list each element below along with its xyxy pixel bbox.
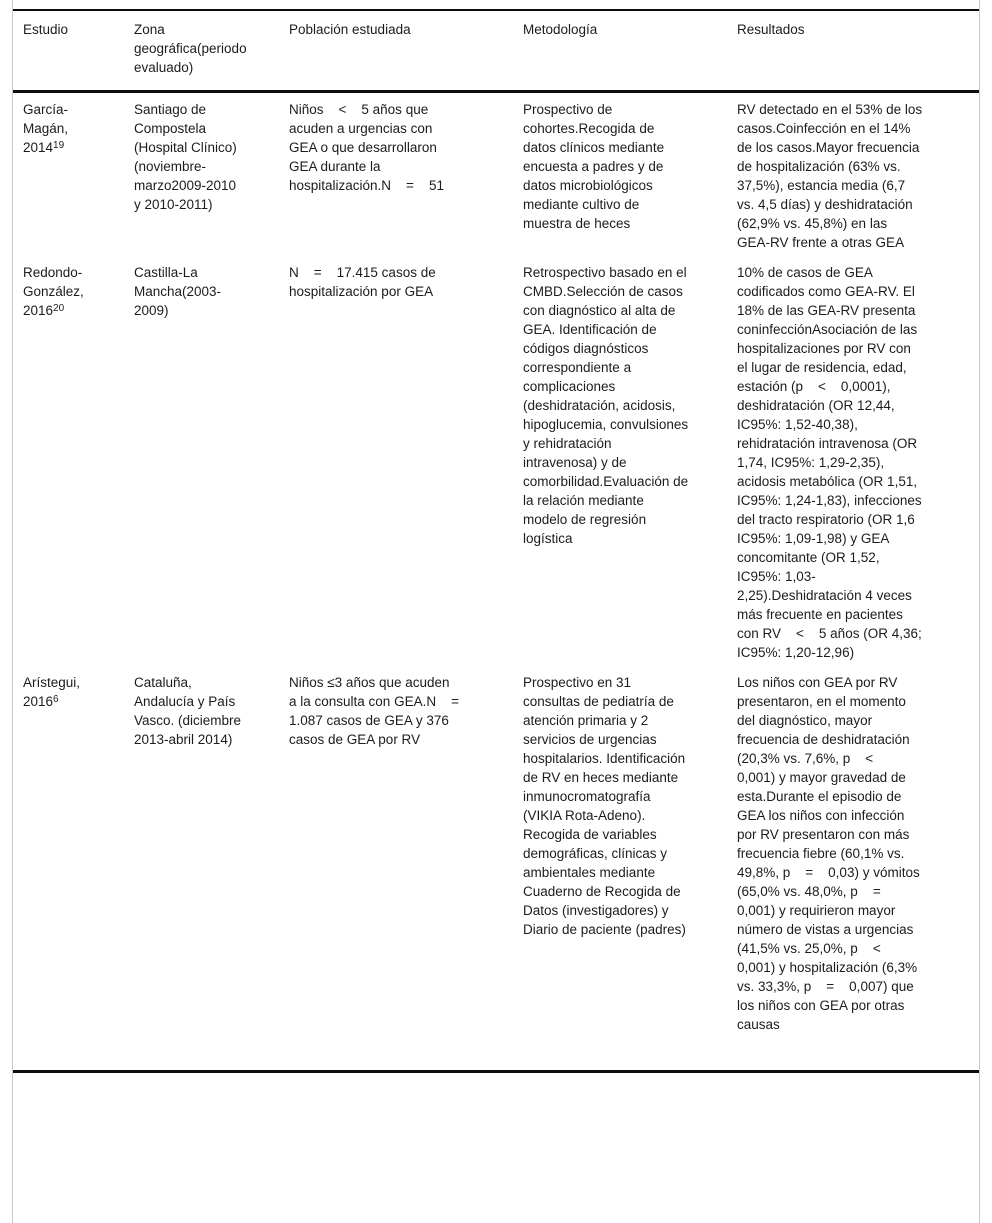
column-header-zona-geografica: Zona geográfica(periodo evaluado): [124, 10, 279, 93]
column-header-label: Estudio: [23, 22, 69, 37]
cell-metodologia: Prospectivo de cohortes.Recogida de dato…: [513, 92, 727, 257]
cell-poblacion-estudiada: N = 17.415 casos de hospitalización por …: [279, 256, 513, 666]
study-name: García-Magán, 201419: [23, 100, 103, 157]
metodologia-text: Prospectivo de cohortes.Recogida de dato…: [523, 102, 668, 231]
column-header-label: Zona geográfica(periodo evaluado): [134, 22, 251, 75]
column-header-poblacion-estudiada: Población estudiada: [279, 10, 513, 93]
study-name-text: García-Magán, 2014: [23, 102, 72, 155]
table-body: García-Magán, 201419 Santiago de Compost…: [13, 92, 979, 1072]
metodologia-text: Prospectivo en 31 consultas de pediatría…: [523, 675, 689, 937]
table-row-redondo-gonzalez: Redondo-González, 201620 Castilla-La Man…: [13, 256, 979, 666]
column-header-metodologia: Metodología: [513, 10, 727, 93]
poblacion-text: Niños < 5 años que acuden a urgencias co…: [289, 102, 444, 193]
study-name: Redondo-González, 201620: [23, 263, 103, 320]
column-header-label: Metodología: [523, 22, 598, 37]
resultados-text: 10% de casos de GEA codificados como GEA…: [737, 265, 926, 660]
reference-superscript: 20: [53, 302, 65, 314]
cell-zona-geografica: Castilla-La Mancha(2003-2009): [124, 256, 279, 666]
column-header-resultados: Resultados: [727, 10, 979, 93]
zona-text: Santiago de Compostela (Hospital Clínico…: [134, 102, 241, 212]
cell-zona-geografica: Santiago de Compostela (Hospital Clínico…: [124, 92, 279, 257]
cell-estudio: Redondo-González, 201620: [13, 256, 124, 666]
cell-metodologia: Retrospectivo basado en el CMBD.Selecció…: [513, 256, 727, 666]
table-frame: Estudio Zona geográfica(periodo evaluado…: [12, 0, 980, 1223]
table-header: Estudio Zona geográfica(periodo evaluado…: [13, 10, 979, 93]
cell-zona-geografica: Cataluña, Andalucía y País Vasco. (dicie…: [124, 666, 279, 1072]
resultados-text: Los niños con GEA por RV presentaron, en…: [737, 675, 924, 1032]
table-row-aristegui: Arístegui, 20166 Cataluña, Andalucía y P…: [13, 666, 979, 1072]
cell-resultados: RV detectado en el 53% de los casos.Coin…: [727, 92, 979, 257]
metodologia-text: Retrospectivo basado en el CMBD.Selecció…: [523, 265, 692, 546]
column-header-estudio: Estudio: [13, 10, 124, 93]
cell-resultados: Los niños con GEA por RV presentaron, en…: [727, 666, 979, 1072]
studies-comparison-table: Estudio Zona geográfica(periodo evaluado…: [13, 9, 979, 1073]
cell-estudio: García-Magán, 201419: [13, 92, 124, 257]
cell-poblacion-estudiada: Niños ≤3 años que acuden a la consulta c…: [279, 666, 513, 1072]
study-name-text: Arístegui, 2016: [23, 675, 84, 709]
poblacion-text: Niños ≤3 años que acuden a la consulta c…: [289, 675, 474, 747]
header-row: Estudio Zona geográfica(periodo evaluado…: [13, 10, 979, 93]
reference-superscript: 19: [53, 139, 65, 151]
zona-text: Cataluña, Andalucía y País Vasco. (dicie…: [134, 675, 245, 747]
cell-poblacion-estudiada: Niños < 5 años que acuden a urgencias co…: [279, 92, 513, 257]
cell-estudio: Arístegui, 20166: [13, 666, 124, 1072]
column-header-label: Resultados: [737, 22, 805, 37]
study-name: Arístegui, 20166: [23, 673, 103, 711]
cell-resultados: 10% de casos de GEA codificados como GEA…: [727, 256, 979, 666]
resultados-text: RV detectado en el 53% de los casos.Coin…: [737, 102, 926, 250]
zona-text: Castilla-La Mancha(2003-2009): [134, 265, 222, 318]
table-row-garcia-magan: García-Magán, 201419 Santiago de Compost…: [13, 92, 979, 257]
poblacion-text: N = 17.415 casos de hospitalización por …: [289, 265, 440, 299]
study-name-text: Redondo-González, 2016: [23, 265, 88, 318]
column-header-label: Población estudiada: [289, 22, 411, 37]
cell-metodologia: Prospectivo en 31 consultas de pediatría…: [513, 666, 727, 1072]
reference-superscript: 6: [53, 693, 59, 705]
